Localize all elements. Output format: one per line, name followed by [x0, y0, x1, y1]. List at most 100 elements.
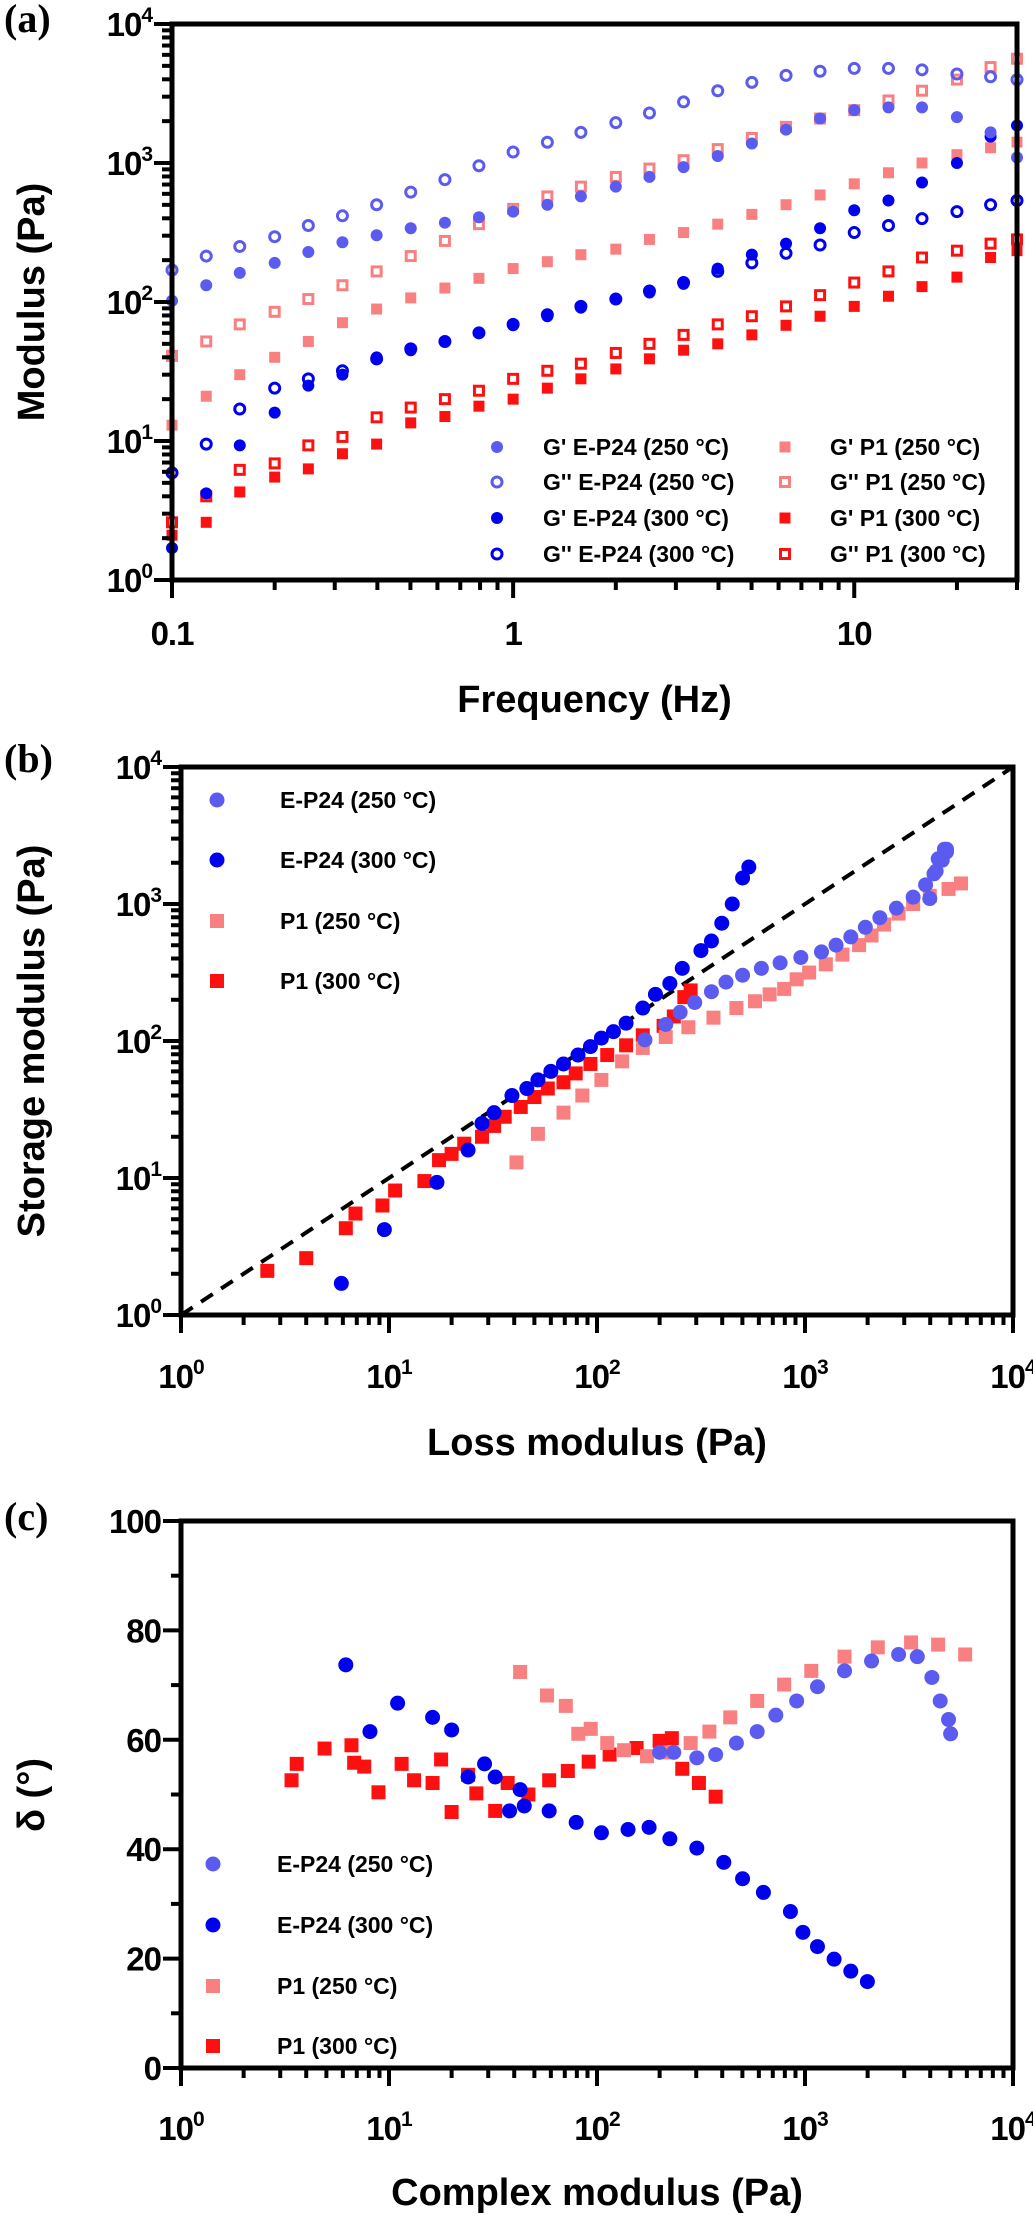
data-point	[818, 957, 833, 972]
data-point	[344, 1738, 359, 1753]
data-point	[582, 1039, 598, 1055]
tick-exponent: 0	[193, 1356, 204, 1379]
data-point	[848, 104, 861, 117]
data-point	[643, 233, 655, 245]
data-point	[762, 987, 777, 1002]
data-point	[541, 310, 554, 323]
y-axis-title: Modulus (Pa)	[11, 183, 53, 422]
data-point	[735, 1871, 751, 1887]
data-point	[683, 983, 698, 998]
data-point	[745, 248, 758, 261]
data-point	[777, 1677, 792, 1692]
data-point	[444, 1146, 459, 1161]
y-tick-label: 0	[144, 2050, 161, 2087]
data-point	[438, 234, 451, 247]
tick-exponent: 0	[193, 2108, 204, 2131]
data-point	[881, 61, 895, 75]
data-point	[438, 216, 451, 229]
tick-base: 10	[116, 1297, 151, 1334]
data-point	[200, 487, 213, 500]
y-axis-title: Storage modulus (Pa)	[11, 845, 53, 1238]
legend-item: G' P1 (250 °C)	[779, 434, 980, 460]
data-point	[640, 1749, 655, 1764]
data-point	[772, 955, 788, 971]
data-point	[574, 301, 587, 314]
data-point	[837, 1649, 852, 1664]
data-point	[376, 1222, 392, 1238]
legend-marker	[206, 1979, 220, 1993]
data-point	[809, 1679, 825, 1695]
data-point	[802, 965, 817, 980]
data-point	[594, 1072, 609, 1087]
data-point	[843, 1963, 859, 1979]
data-point	[581, 1754, 596, 1769]
y-tick-label: 100	[116, 1295, 162, 1334]
data-point	[575, 1088, 590, 1103]
data-point	[916, 101, 929, 114]
data-point	[560, 1763, 575, 1778]
data-point	[814, 289, 827, 302]
data-point	[473, 400, 485, 412]
data-point	[602, 1747, 617, 1762]
data-point	[814, 112, 827, 125]
data-point	[509, 1155, 524, 1170]
data-point	[438, 393, 451, 406]
data-point	[357, 1759, 372, 1774]
data-point	[804, 1663, 819, 1678]
data-point	[609, 293, 622, 306]
data-point	[745, 137, 758, 150]
data-point	[530, 1126, 545, 1141]
x-tick-label: 103	[782, 1356, 828, 1395]
data-point	[405, 417, 417, 429]
data-point	[469, 1786, 484, 1801]
legend-label: E-P24 (250 °C)	[280, 787, 436, 813]
y-tick-label: 40	[126, 1831, 161, 1868]
data-point	[530, 1072, 546, 1088]
tick-exponent: 0	[150, 1295, 161, 1318]
data-point	[891, 1646, 907, 1662]
data-point	[540, 135, 554, 149]
data-point	[370, 411, 383, 424]
data-points	[260, 841, 968, 1291]
data-point	[984, 126, 997, 139]
data-point	[780, 199, 792, 211]
data-point	[677, 161, 690, 174]
data-point	[299, 1251, 314, 1266]
data-point	[916, 157, 928, 169]
legend-marker	[491, 512, 503, 524]
tick-exponent: 4	[141, 4, 153, 27]
data-point	[809, 1939, 825, 1955]
data-point	[260, 1263, 275, 1278]
data-point	[950, 205, 964, 219]
data-point	[641, 1819, 657, 1835]
tick-base: 10	[116, 749, 151, 786]
data-point	[486, 1105, 502, 1121]
data-point	[930, 851, 946, 867]
tick-base: 10	[990, 1358, 1025, 1395]
data-point	[500, 1776, 515, 1791]
series-e-p24-250-c-	[652, 1646, 959, 1766]
legend-marker	[206, 2039, 220, 2053]
data-point	[843, 929, 859, 945]
data-point	[268, 457, 281, 470]
data-point	[542, 1773, 557, 1788]
data-point	[723, 1710, 738, 1725]
tick-base: 10	[990, 2110, 1025, 2147]
data-point	[619, 1038, 634, 1053]
data-point	[199, 437, 213, 451]
data-point	[574, 357, 587, 370]
data-point	[472, 384, 485, 397]
tick-exponent: 2	[141, 282, 152, 305]
data-point	[643, 286, 656, 299]
data-point	[460, 1142, 476, 1158]
data-point	[678, 344, 690, 356]
data-point	[780, 300, 793, 313]
data-point	[558, 1698, 573, 1713]
data-point	[664, 1731, 679, 1746]
legend-item: P1 (250 °C)	[210, 908, 400, 934]
data-point	[687, 994, 703, 1010]
data-point	[568, 1066, 583, 1081]
data-point	[872, 910, 888, 926]
y-tick-label: 104	[116, 747, 163, 786]
